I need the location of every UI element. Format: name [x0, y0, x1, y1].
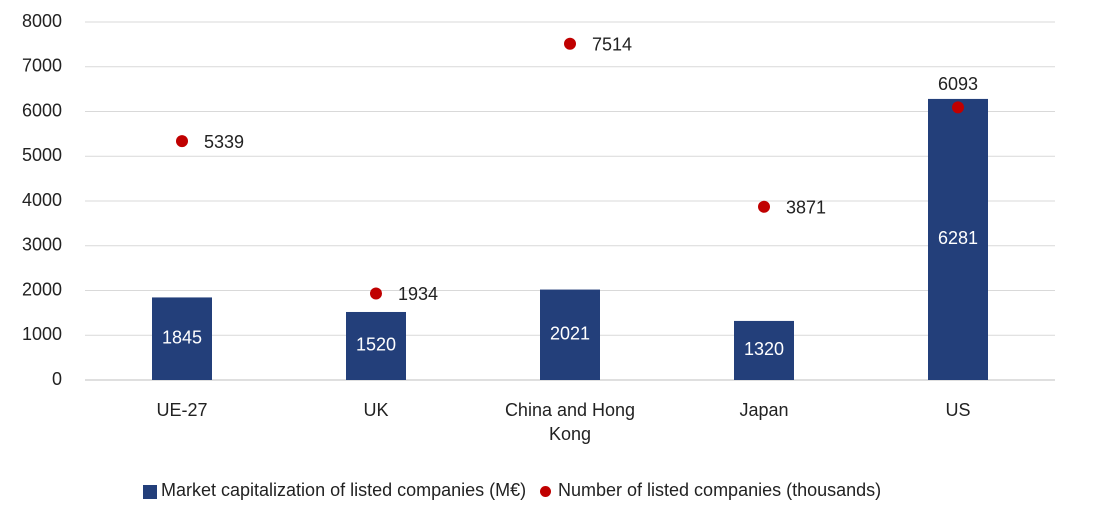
y-tick-label: 5000	[22, 145, 62, 165]
bar	[540, 289, 600, 380]
point	[758, 200, 770, 213]
y-tick-label: 4000	[22, 190, 62, 210]
legend-marker	[540, 486, 551, 497]
point-label: 7514	[592, 34, 632, 54]
y-tick-label: 3000	[22, 235, 62, 255]
point	[176, 135, 188, 148]
point-label: 5339	[204, 132, 244, 152]
x-tick-label: UK	[363, 400, 389, 420]
x-tick-label: UE-27	[156, 400, 208, 420]
x-tick-label: Japan	[739, 400, 789, 420]
y-tick-label: 2000	[22, 279, 62, 299]
bar-label: 2021	[550, 324, 590, 344]
bar-label: 1520	[356, 335, 396, 355]
bar-label: 1845	[162, 327, 202, 347]
bar-label: 1320	[744, 339, 784, 359]
x-tick-label: US	[945, 400, 971, 420]
legend-label: Market capitalization of listed companie…	[161, 480, 527, 500]
bar	[928, 98, 988, 381]
bar	[152, 297, 212, 380]
point-label: 1934	[398, 284, 438, 304]
point	[564, 37, 576, 50]
point-label: 3871	[786, 198, 826, 218]
bar-label: 6281	[938, 228, 978, 248]
point-label: 6093	[938, 74, 978, 94]
y-tick-label: 7000	[22, 56, 62, 76]
x-tick-label: China and Hong Kong	[504, 400, 636, 444]
bar	[346, 311, 406, 380]
y-tick-label: 6000	[22, 100, 62, 120]
bar	[734, 320, 794, 380]
y-tick-label: 0	[52, 369, 62, 389]
point	[370, 287, 382, 300]
y-tick-label: 1000	[22, 324, 62, 344]
legend-marker	[143, 485, 157, 499]
point	[952, 101, 964, 114]
legend-label: Number of listed companies (thousands)	[558, 480, 882, 500]
y-tick-label: 8000	[22, 11, 62, 31]
